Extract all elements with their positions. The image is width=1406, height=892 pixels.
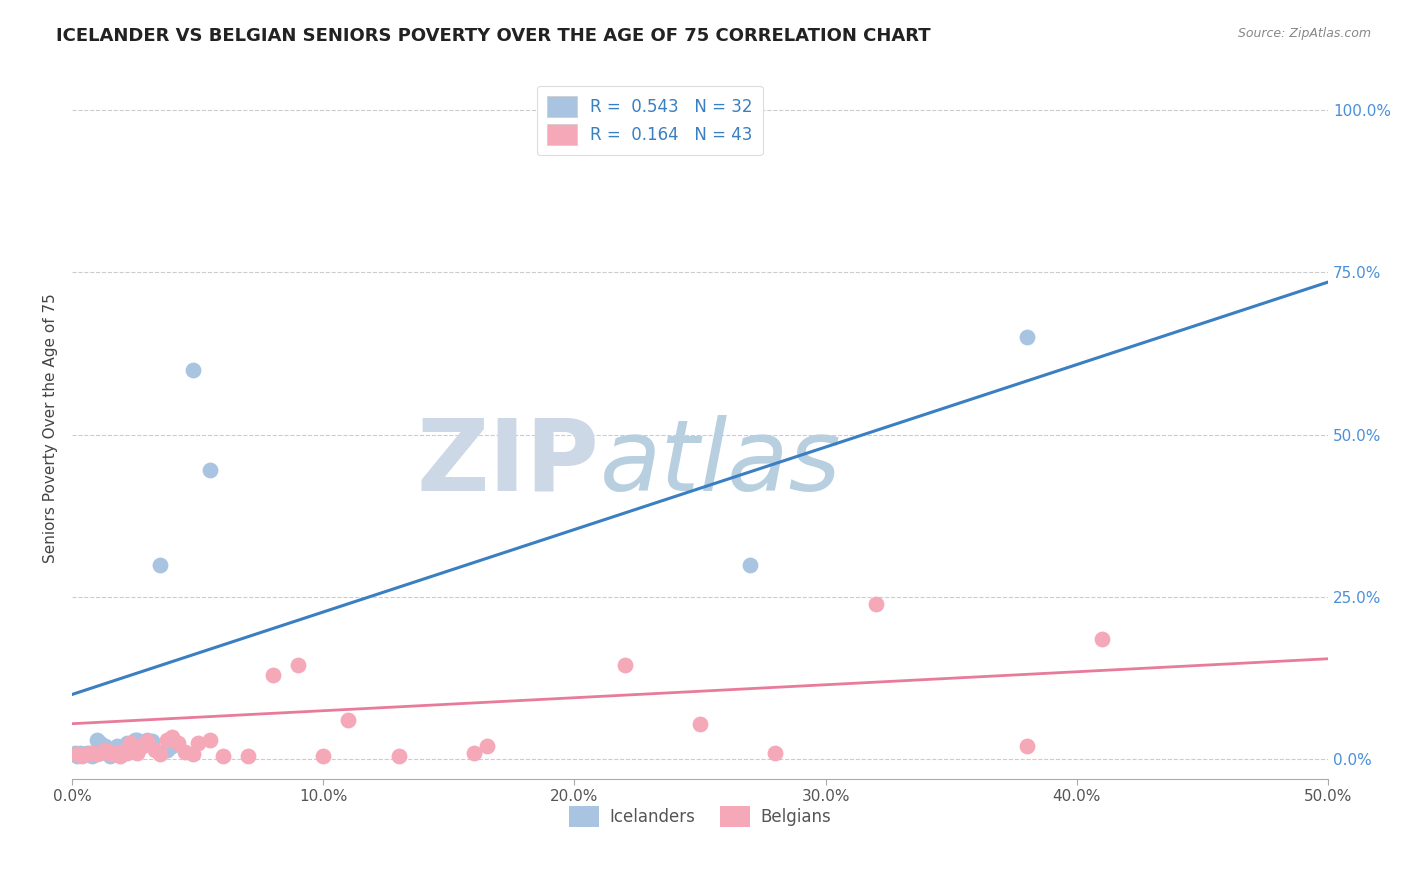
Point [174,745,197,759]
Point [131,739,153,754]
Point [79,746,101,760]
Point [108,749,131,764]
Point [82,749,104,764]
Point [156,742,179,756]
Point [287,658,309,673]
Point [124,740,146,755]
Point [73,747,96,762]
Point [76,747,98,762]
Point [105,746,128,760]
Text: ICELANDER VS BELGIAN SENIORS POVERTY OVER THE AGE OF 75 CORRELATION CHART: ICELANDER VS BELGIAN SENIORS POVERTY OVE… [56,27,931,45]
Point [475,739,498,754]
Point [111,740,134,755]
Point [131,739,153,754]
Point [141,734,163,748]
Point [93,739,115,754]
Point [388,749,411,764]
Point [166,736,188,750]
Point [70,747,93,762]
Point [1015,739,1038,754]
Point [66,749,89,764]
Point [463,746,485,760]
Point [689,716,711,731]
Legend: Icelanders, Belgians: Icelanders, Belgians [562,799,838,834]
Point [91,745,114,759]
Point [86,733,108,747]
Point [337,714,360,728]
Point [82,746,104,760]
Point [181,747,204,762]
Point [181,362,204,376]
Point [98,749,121,764]
Point [91,740,114,755]
Point [111,745,134,759]
Point [118,736,141,750]
Point [124,733,146,747]
Point [101,746,124,760]
Point [198,733,221,747]
Point [162,730,184,744]
Point [149,747,172,762]
Point [86,747,108,762]
Point [262,668,284,682]
Point [105,739,128,754]
Point [127,733,149,747]
Text: atlas: atlas [599,415,841,512]
Point [89,746,111,760]
Point [865,597,887,611]
Point [1015,330,1038,344]
Point [149,558,172,572]
Point [613,658,636,673]
Point [121,736,143,750]
Point [70,749,93,764]
Point [198,463,221,477]
Point [127,746,149,760]
Point [66,747,89,762]
Text: Source: ZipAtlas.com: Source: ZipAtlas.com [1237,27,1371,40]
Point [312,749,335,764]
Point [211,749,233,764]
Point [187,736,209,750]
Point [236,749,259,764]
Point [89,736,111,750]
Point [69,746,91,760]
Text: ZIP: ZIP [416,415,599,512]
Point [156,733,179,747]
Point [63,746,86,760]
Point [117,736,139,750]
Point [136,733,159,747]
Point [108,745,131,759]
Point [93,742,115,756]
Point [83,746,105,760]
Point [765,746,787,760]
Point [740,558,762,572]
Point [117,746,139,760]
Point [143,742,166,756]
Point [136,734,159,748]
Point [98,746,121,760]
Y-axis label: Seniors Poverty Over the Age of 75: Seniors Poverty Over the Age of 75 [44,293,58,563]
Point [76,746,98,760]
Point [1091,632,1114,647]
Point [162,739,184,754]
Point [101,747,124,762]
